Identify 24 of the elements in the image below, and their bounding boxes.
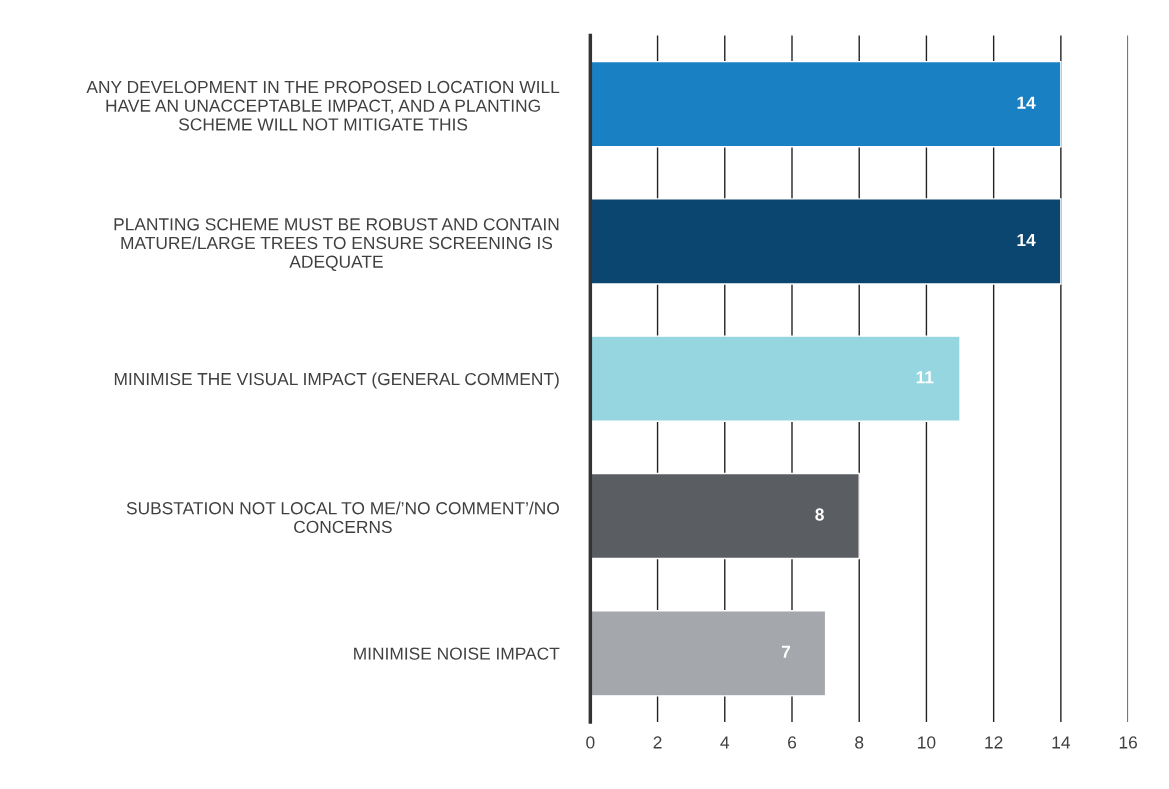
data-label: 11 — [916, 371, 934, 384]
y-tick-label: ANY DEVELOPMENT IN THE PROPOSED LOCATION WILL HAVE AN UNACCEPTABLE IMPACT, AND A PLANTING SCHEME WILL NOT MITIGATE THIS — [86, 80, 560, 131]
bar — [590, 198, 1062, 285]
y-tick-label: MINIMISE NOISE IMPACT — [354, 647, 560, 660]
data-label: 8 — [815, 508, 824, 521]
x-tick-label: 10 — [918, 736, 936, 749]
x-tick-label: 6 — [788, 736, 797, 749]
bar — [590, 60, 1062, 148]
x-tick-label: 14 — [1052, 736, 1071, 749]
bar — [590, 610, 827, 697]
x-tick-label: 0 — [586, 736, 595, 749]
data-label: 14 — [1017, 233, 1036, 246]
x-tick-label: 8 — [855, 736, 864, 749]
x-tick-label: 12 — [985, 736, 1003, 749]
y-tick-label: PLANTING SCHEME MUST BE ROBUST AND CONTAIN MATURE/LARGE TREES TO ENSURE SCREENING IS ADEQUATE — [114, 218, 559, 271]
bar — [590, 472, 860, 560]
y-tick-label: MINIMISE THE VISUAL IMPACT (GENERAL COMMENT) — [114, 372, 559, 389]
x-tick-label: 16 — [1119, 736, 1137, 749]
x-tick-label: 2 — [653, 736, 662, 749]
data-label: 7 — [781, 645, 791, 658]
y-tick-label: SUBSTATION NOT LOCAL TO ME/’NO COMMENT’/NO CONCERNS — [126, 501, 559, 534]
x-tick-label: 4 — [720, 736, 730, 749]
data-label: 14 — [1017, 96, 1036, 109]
bar — [590, 335, 961, 422]
